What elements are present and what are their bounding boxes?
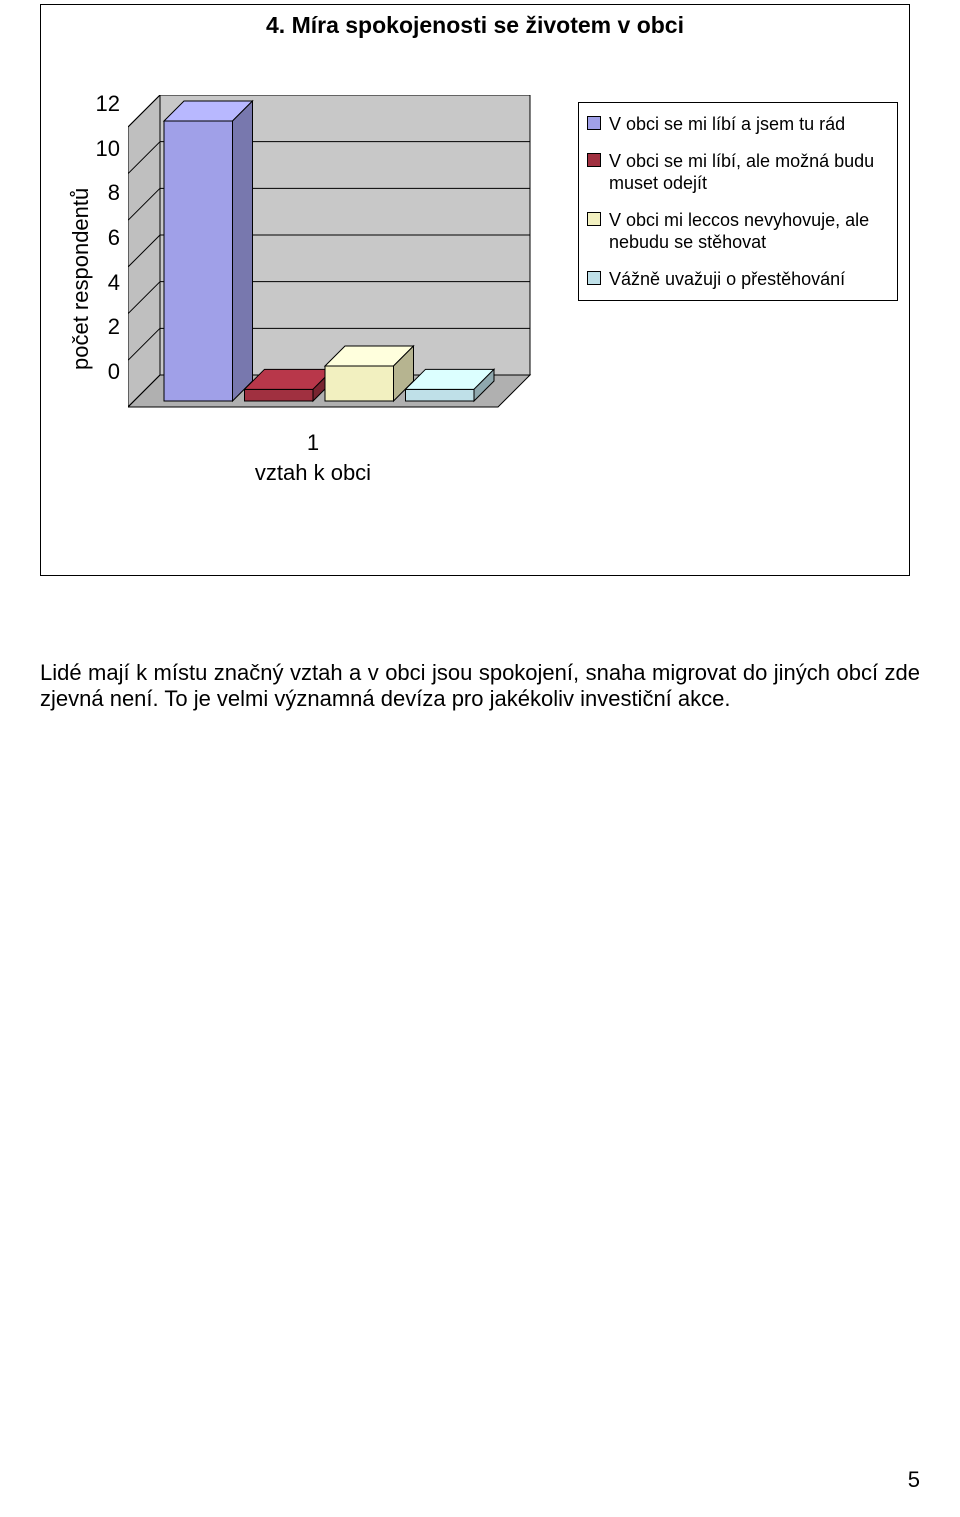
legend-item: V obci se mi líbí, ale možná budu muset … [587, 150, 889, 195]
legend-marker [587, 212, 601, 226]
legend-marker [587, 271, 601, 285]
y-tick-label: 4 [108, 272, 120, 294]
legend-item: V obci se mi líbí a jsem tu rád [587, 113, 889, 136]
y-tick-label: 0 [108, 361, 120, 383]
y-tick-label: 10 [96, 138, 120, 160]
legend-label: V obci mi leccos nevyhovuje, ale nebudu … [609, 209, 889, 254]
body-paragraph: Lidé mají k místu značný vztah a v obci … [40, 660, 920, 712]
y-tick-labels: 12 10 8 6 4 2 0 [74, 93, 120, 383]
y-tick-label: 8 [108, 182, 120, 204]
page-number: 5 [908, 1467, 920, 1493]
legend-item: Vážně uvažuji o přestěhování [587, 268, 889, 291]
legend: V obci se mi líbí a jsem tu rád V obci se… [578, 102, 898, 301]
plot-area [128, 95, 540, 437]
legend-marker [587, 116, 601, 130]
legend-label: V obci se mi líbí a jsem tu rád [609, 113, 845, 136]
legend-label: V obci se mi líbí, ale možná budu muset … [609, 150, 889, 195]
legend-item: V obci mi leccos nevyhovuje, ale nebudu … [587, 209, 889, 254]
y-tick-label: 2 [108, 316, 120, 338]
legend-marker [587, 153, 601, 167]
y-tick-label: 6 [108, 227, 120, 249]
chart-title: 4. Míra spokojenosti se životem v obci [40, 12, 910, 39]
legend-label: Vážně uvažuji o přestěhování [609, 268, 845, 291]
x-axis-tick-1: 1 [128, 430, 498, 456]
x-axis-title: vztah k obci [128, 460, 498, 486]
y-tick-label: 12 [96, 93, 120, 115]
